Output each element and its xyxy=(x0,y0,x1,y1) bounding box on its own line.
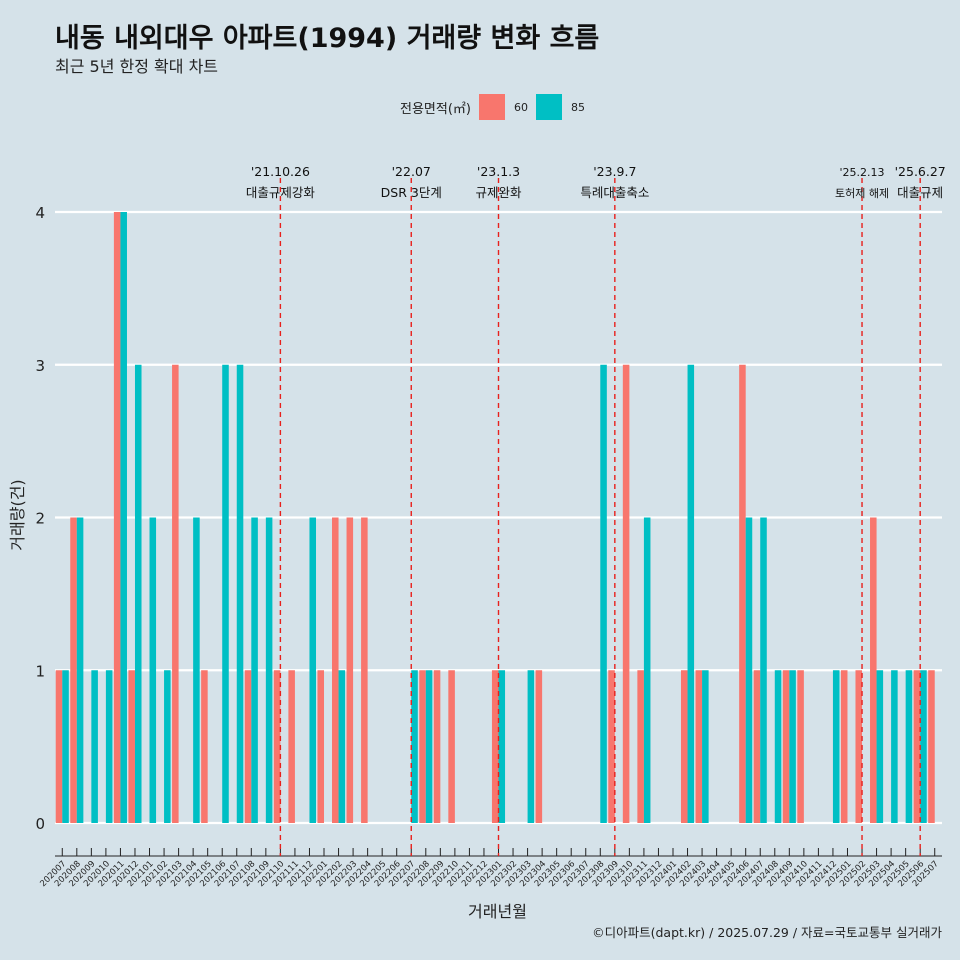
bar-85-202406 xyxy=(745,517,753,823)
bar-85-202409 xyxy=(789,670,796,823)
bar-85-202311 xyxy=(643,517,651,823)
bar-85-202503 xyxy=(876,670,884,823)
y-tick-label-3: 3 xyxy=(35,357,45,375)
legend-key-60 xyxy=(478,94,505,120)
bar-60-202209 xyxy=(433,670,441,823)
bar-60-202012 xyxy=(128,670,135,823)
bar-85-202010 xyxy=(105,670,113,823)
bar-60-202304 xyxy=(535,670,543,823)
event-date-3: '23.9.7 xyxy=(593,164,636,179)
bar-85-202301 xyxy=(498,670,506,823)
event-label-5: 대출규제 xyxy=(897,185,943,200)
bar-60-202201 xyxy=(317,670,325,823)
bar-85-202107 xyxy=(236,364,244,823)
bar-85-202208 xyxy=(425,670,433,823)
bar-60-202402 xyxy=(680,670,688,823)
bar-85-202407 xyxy=(760,517,767,823)
legend-label-60: 60 xyxy=(513,100,528,114)
bar-85-202011 xyxy=(120,212,127,823)
bar-60-202407 xyxy=(753,670,761,823)
bar-85-202303 xyxy=(527,670,535,823)
bar-60-202007 xyxy=(55,670,63,823)
bar-85-202112 xyxy=(309,517,317,823)
event-label-4: 토허제 해제 xyxy=(835,186,889,200)
bar-60-202103 xyxy=(172,364,179,823)
bar-60-202011 xyxy=(113,212,121,823)
bar-60-202210 xyxy=(448,670,455,823)
bar-85-202101 xyxy=(149,517,157,823)
bar-85-202308 xyxy=(600,364,607,823)
event-label-0: 대출규제강화 xyxy=(246,185,316,200)
y-tick-label-4: 4 xyxy=(35,204,45,222)
bar-85-202402 xyxy=(687,364,695,823)
bar-60-202202 xyxy=(332,517,339,823)
event-date-2: '23.1.3 xyxy=(477,164,520,179)
chart-subtitle: 최근 5년 한정 확대 차트 xyxy=(55,57,219,76)
bar-60-202203 xyxy=(346,517,354,823)
bar-60-202108 xyxy=(244,670,252,823)
bar-85-202106 xyxy=(222,364,229,823)
bar-60-202403 xyxy=(695,670,703,823)
event-label-1: DSR 3단계 xyxy=(381,185,442,200)
bar-60-202105 xyxy=(201,670,208,823)
bar-85-202202 xyxy=(338,670,346,823)
bar-60-202409 xyxy=(782,670,790,823)
bar-85-202506 xyxy=(920,670,927,823)
y-axis-title: 거래량(건) xyxy=(8,479,27,551)
event-date-5: '25.6.27 xyxy=(895,164,946,179)
bar-60-202204 xyxy=(361,517,368,823)
caption: ©디아파트(dapt.kr) / 2025.07.29 / 자료=국토교통부 실… xyxy=(592,925,942,940)
bar-85-202012 xyxy=(134,364,142,823)
bar-60-202309 xyxy=(608,670,615,823)
bar-60-202507 xyxy=(928,670,935,823)
bar-60-202501 xyxy=(840,670,848,823)
bar-60-202406 xyxy=(739,364,746,823)
bar-85-202102 xyxy=(164,670,171,823)
bar-85-202504 xyxy=(891,670,898,823)
bar-85-202207 xyxy=(411,670,418,823)
legend-title: 전용면적(㎡) xyxy=(400,101,471,117)
chart-title: 내동 내외대우 아파트(1994) 거래량 변화 흐름 xyxy=(55,23,600,54)
bar-60-202110 xyxy=(273,670,281,823)
event-date-4: '25.2.13 xyxy=(840,166,885,179)
bar-60-202310 xyxy=(622,364,630,823)
bar-85-202008 xyxy=(76,517,84,823)
bar-60-202311 xyxy=(637,670,644,823)
bar-60-202208 xyxy=(419,670,426,823)
event-date-0: '21.10.26 xyxy=(251,164,310,179)
bar-60-202111 xyxy=(288,670,295,823)
bar-85-202109 xyxy=(265,517,273,823)
bar-60-202506 xyxy=(913,670,921,823)
y-tick-label-2: 2 xyxy=(35,510,45,528)
legend: 전용면적(㎡) 60 85 xyxy=(400,94,593,120)
x-axis-title: 거래년월 xyxy=(468,902,527,921)
bar-85-202412 xyxy=(832,670,840,823)
event-label-3: 특례대출축소 xyxy=(580,185,649,200)
bar-85-202009 xyxy=(91,670,98,823)
bar-85-202007 xyxy=(62,670,69,823)
bar-85-202408 xyxy=(774,670,782,823)
bar-85-202403 xyxy=(702,670,709,823)
legend-label-85: 85 xyxy=(570,100,585,114)
bar-60-202503 xyxy=(870,517,877,823)
bar-60-202008 xyxy=(70,517,77,823)
bar-60-202502 xyxy=(855,670,863,823)
bar-60-202301 xyxy=(491,670,499,823)
bar-85-202104 xyxy=(193,517,200,823)
event-date-1: '22.07 xyxy=(392,164,431,179)
bar-60-202410 xyxy=(797,670,804,823)
legend-key-85 xyxy=(535,94,562,120)
y-tick-label-1: 1 xyxy=(35,662,45,680)
bar-85-202505 xyxy=(905,670,913,823)
bar-85-202108 xyxy=(251,517,258,823)
y-tick-label-0: 0 xyxy=(35,815,45,833)
event-label-2: 규제완화 xyxy=(475,185,522,200)
